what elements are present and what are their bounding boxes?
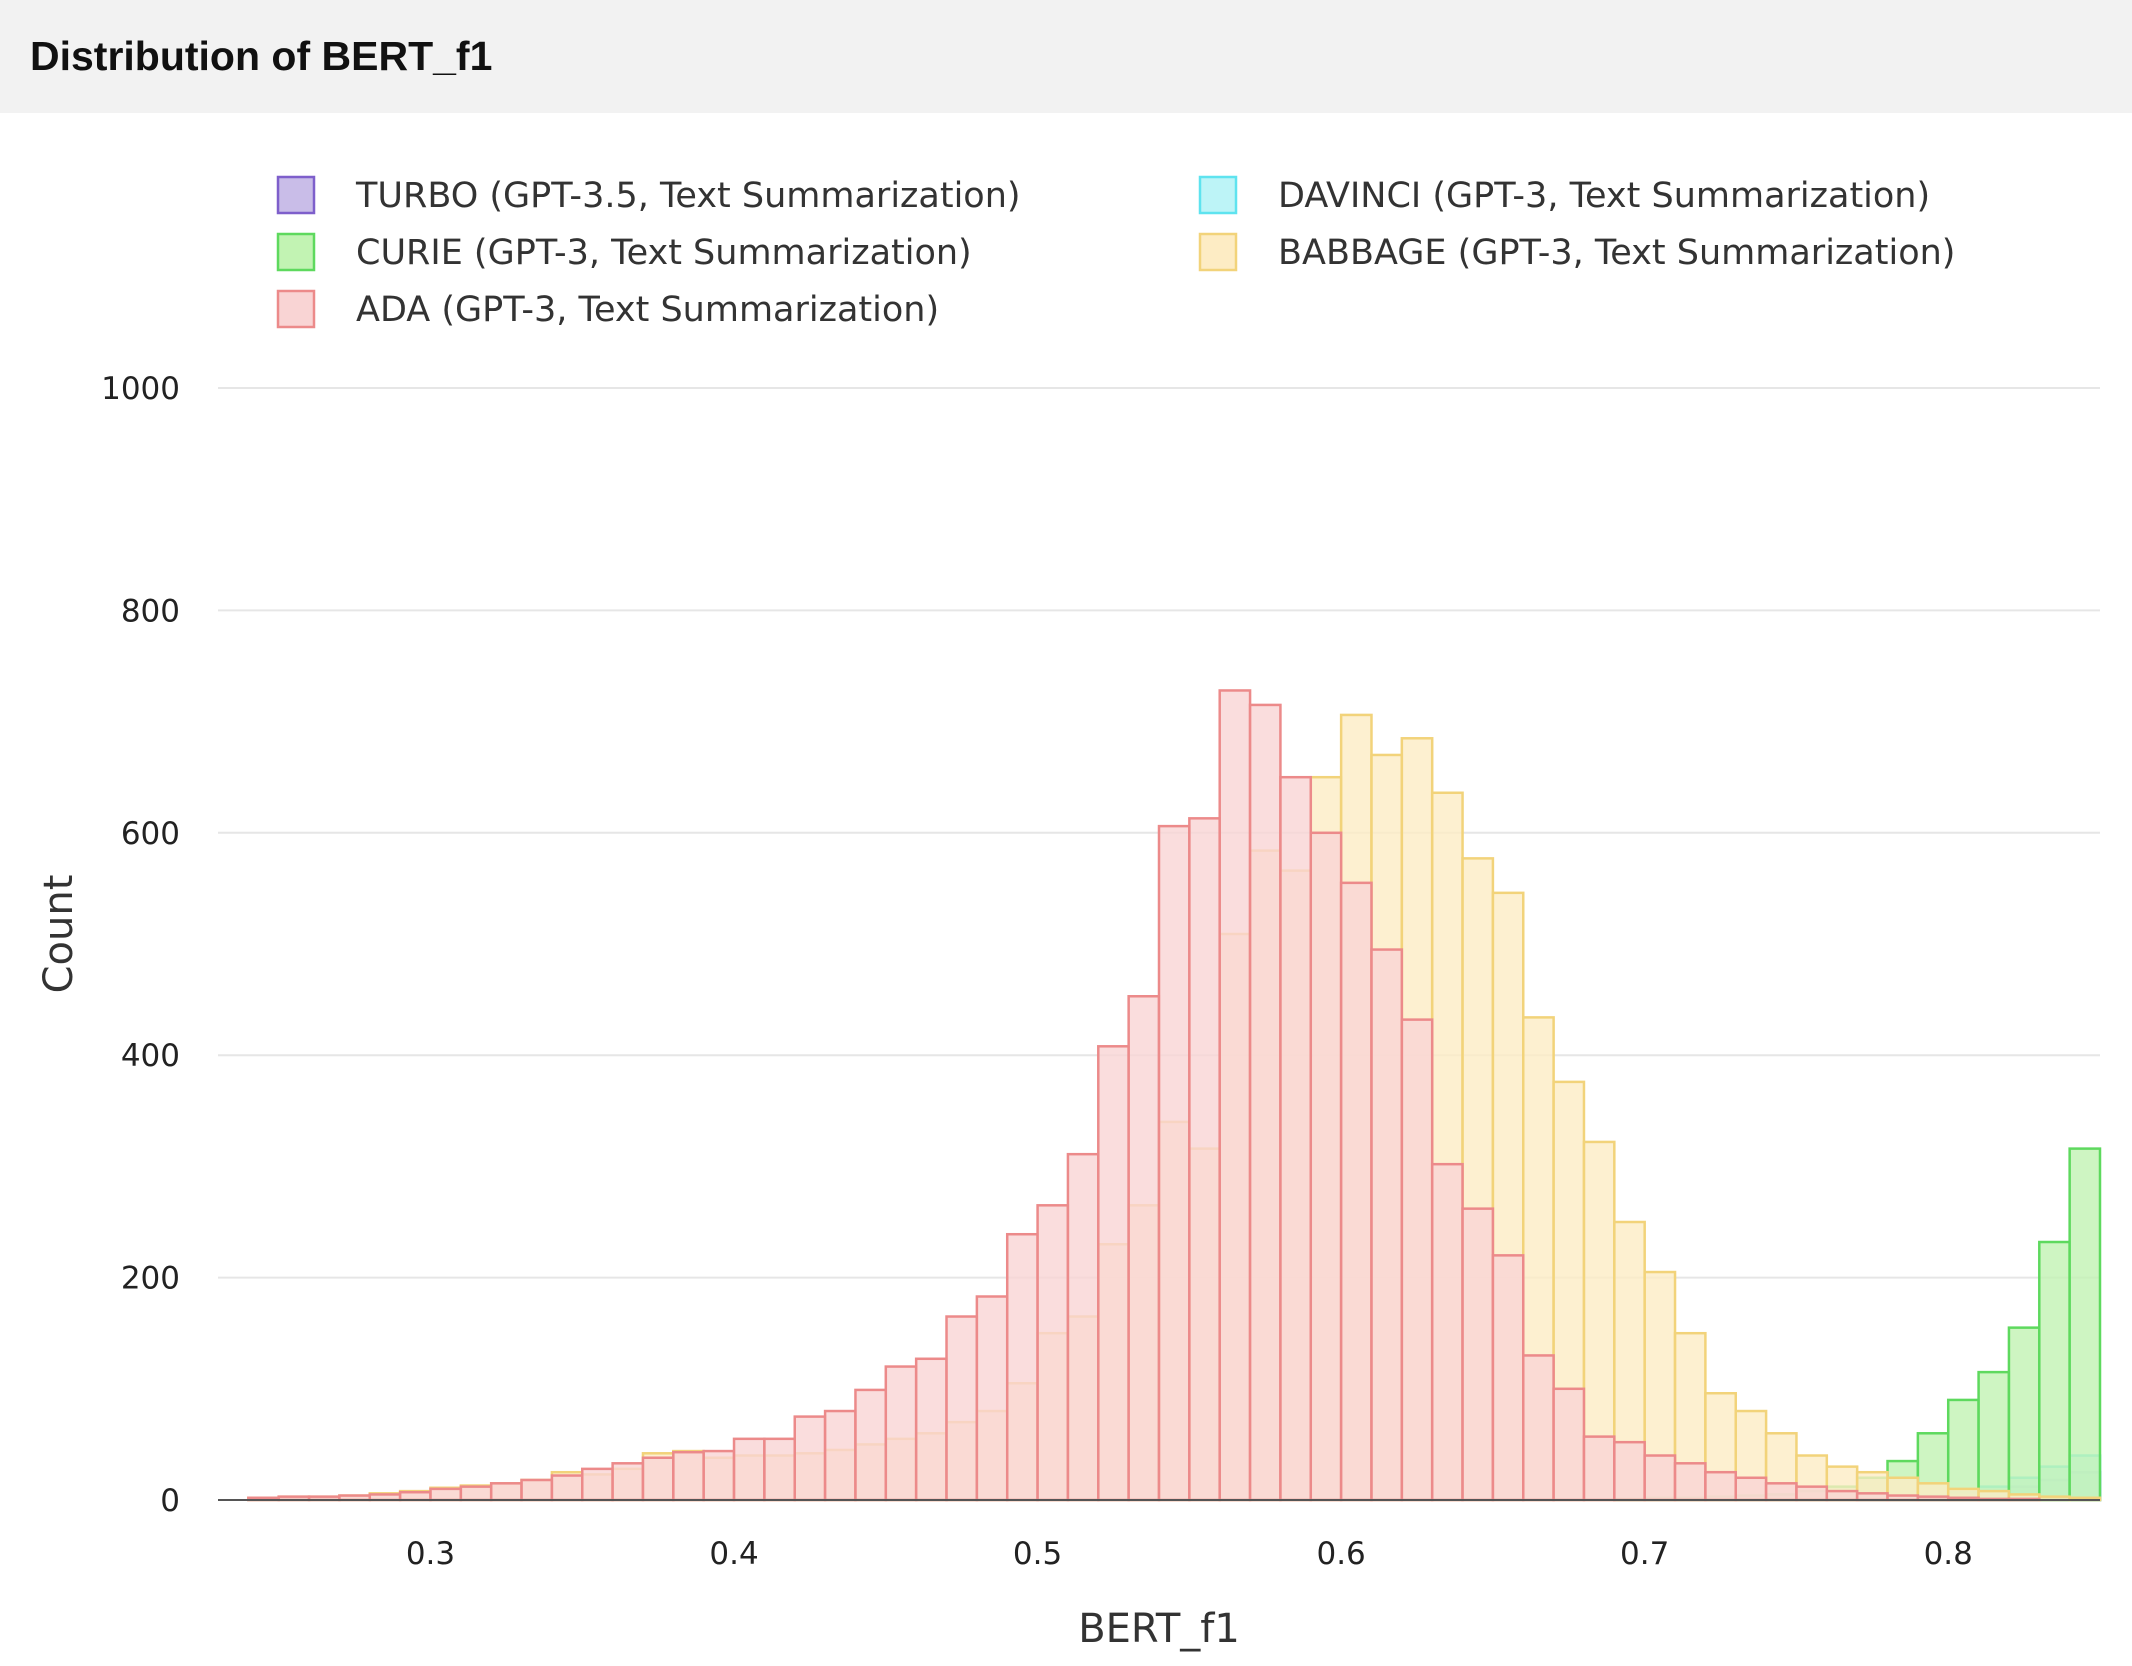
histogram-bar: [550, 1474, 584, 1502]
legend-label: DAVINCI (GPT-3, Text Summarization): [1278, 176, 1930, 216]
axes: 0 200 400 600 800 1000 0.3 0.4 0.5 0.6 0.7 0.8: [101, 371, 2100, 1572]
y-tick-label: 800: [121, 593, 180, 629]
histogram-bar: [854, 1388, 888, 1502]
histogram-bar: [884, 1365, 918, 1502]
histogram-bar: [1643, 1454, 1677, 1502]
x-tick-label: 0.4: [709, 1536, 758, 1572]
legend: TURBO (GPT-3.5, Text Summarization) DAVIN…: [276, 175, 1955, 330]
histogram-bar: [1127, 995, 1161, 1502]
y-tick-label: 0: [160, 1483, 180, 1519]
series-curie: [1613, 1147, 2102, 1502]
histogram-chart: TURBO (GPT-3.5, Text Summarization) DAVIN…: [36, 175, 2102, 1652]
histogram-bar: [1704, 1470, 1737, 1502]
x-tick-label: 0.7: [1620, 1536, 1669, 1572]
panel-header: Distribution of BERT_f1: [0, 0, 2132, 113]
histogram-bar: [1491, 1254, 1525, 1502]
x-tick-label: 0.5: [1013, 1536, 1062, 1572]
histogram-bar: [2038, 1240, 2071, 1502]
legend-swatch: [1198, 232, 1238, 272]
histogram-bar: [793, 1415, 827, 1502]
legend-label: TURBO (GPT-3.5, Text Summarization): [355, 176, 1021, 216]
histogram-bars: [247, 689, 2102, 1502]
legend-item[interactable]: DAVINCI (GPT-3, Text Summarization): [1198, 175, 1930, 216]
histogram-bar: [1370, 948, 1404, 1502]
histogram-bar: [2007, 1326, 2041, 1502]
histogram-bar: [641, 1456, 675, 1502]
histogram-bar: [1764, 1482, 1798, 1502]
legend-item[interactable]: CURIE (GPT-3, Text Summarization): [276, 232, 972, 273]
histogram-bar: [1339, 881, 1373, 1502]
histogram-bar: [1097, 1045, 1130, 1502]
histogram-bar: [1461, 1207, 1495, 1502]
y-tick-label: 200: [121, 1261, 180, 1297]
histogram-bar: [459, 1485, 493, 1502]
histogram-bar: [1855, 1492, 1889, 1502]
histogram-bar: [975, 1295, 1009, 1502]
histogram-bar: [823, 1409, 857, 1502]
legend-item[interactable]: ADA (GPT-3, Text Summarization): [276, 289, 939, 330]
histogram-bar: [1066, 1152, 1100, 1502]
histogram-bar: [1218, 689, 1252, 1502]
histogram-bar: [1795, 1485, 1829, 1502]
legend-swatch: [276, 232, 316, 272]
histogram-bar: [1582, 1435, 1616, 1502]
histogram-bar: [672, 1450, 705, 1502]
y-tick-label: 600: [121, 816, 180, 852]
histogram-bar: [398, 1490, 432, 1502]
panel-title: Distribution of BERT_f1: [30, 33, 493, 79]
histogram-bar: [1673, 1462, 1707, 1502]
legend-swatch: [1198, 175, 1238, 215]
x-tick-label: 0.3: [406, 1536, 455, 1572]
x-axis-label: BERT_f1: [1078, 1606, 1240, 1652]
histogram-bar: [1977, 1370, 2011, 1502]
series-ada: [247, 689, 2041, 1502]
y-tick-label: 1000: [101, 371, 180, 407]
histogram-bar: [1825, 1489, 1859, 1502]
histogram-bar: [1157, 824, 1191, 1502]
legend-label: CURIE (GPT-3, Text Summarization): [356, 233, 972, 273]
legend-item[interactable]: TURBO (GPT-3.5, Text Summarization): [276, 175, 1021, 216]
legend-swatch: [276, 289, 316, 329]
histogram-bar: [1005, 1232, 1039, 1502]
histogram-bar: [581, 1467, 614, 1502]
histogram-bar: [2068, 1147, 2102, 1502]
histogram-bar: [1734, 1476, 1768, 1502]
legend-swatch: [276, 175, 316, 215]
histogram-bar: [1248, 703, 1282, 1502]
histogram-bar: [945, 1315, 979, 1502]
histogram-bar: [1522, 1354, 1555, 1502]
histogram-bar: [520, 1478, 554, 1502]
histogram-bar: [611, 1462, 645, 1502]
x-tick-label: 0.6: [1316, 1536, 1365, 1572]
y-tick-label: 400: [121, 1038, 180, 1074]
histogram-bar: [1552, 1387, 1586, 1502]
histogram-bar: [1279, 775, 1313, 1502]
histogram-bar: [1946, 1398, 1980, 1502]
histogram-bar: [1613, 1440, 1646, 1502]
histogram-bar: [1309, 831, 1343, 1502]
histogram-bar: [702, 1449, 736, 1502]
histogram-bar: [1430, 1162, 1464, 1502]
histogram-bar: [429, 1487, 463, 1502]
legend-label: BABBAGE (GPT-3, Text Summarization): [1278, 233, 1955, 273]
y-axis-label: Count: [36, 875, 82, 994]
histogram-bar: [1188, 817, 1221, 1502]
histogram-bar: [763, 1437, 796, 1502]
histogram-bar: [914, 1357, 948, 1502]
histogram-bar: [489, 1482, 523, 1502]
histogram-bar: [1400, 1018, 1434, 1502]
legend-item[interactable]: BABBAGE (GPT-3, Text Summarization): [1198, 232, 1955, 273]
legend-label: ADA (GPT-3, Text Summarization): [356, 290, 939, 330]
x-tick-label: 0.8: [1924, 1536, 1973, 1572]
histogram-bar: [1036, 1204, 1070, 1502]
histogram-bar: [732, 1437, 766, 1502]
